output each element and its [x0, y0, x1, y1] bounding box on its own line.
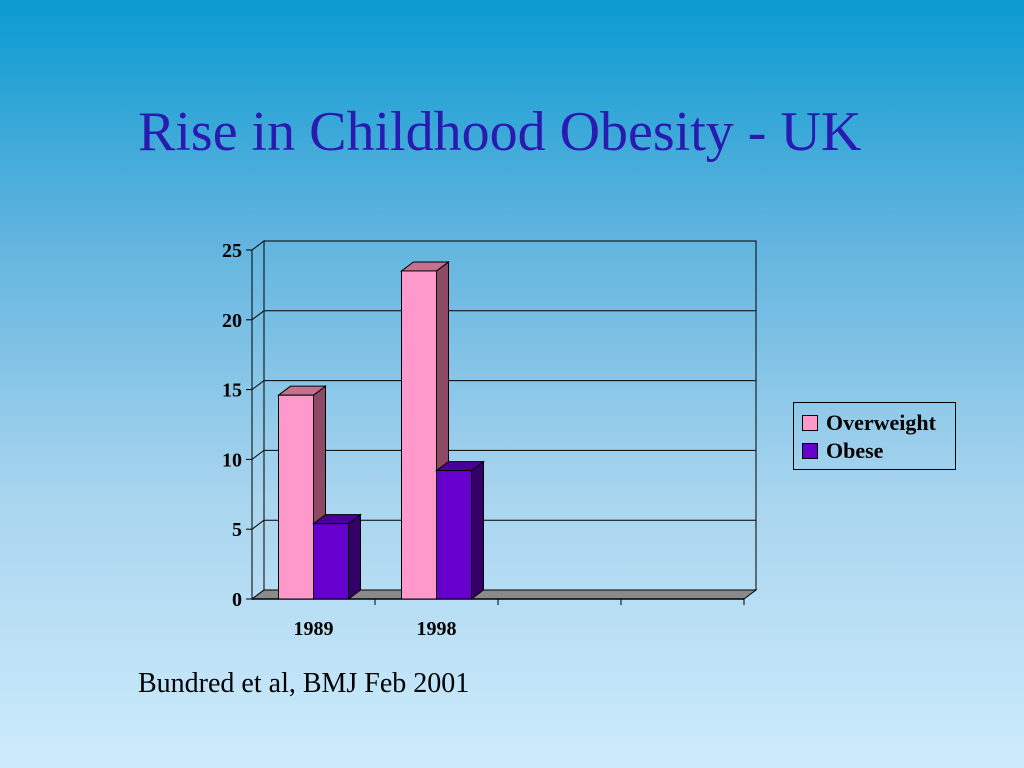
- y-tick-label: 10: [222, 449, 242, 471]
- legend-label-overweight: Overweight: [826, 410, 936, 435]
- y-tick-label: 25: [222, 240, 242, 262]
- obese-bar-1989-front: [313, 523, 349, 600]
- y-tick-labels: 0 5 10 15 20 25: [222, 240, 242, 611]
- y-tick-label: 0: [232, 589, 242, 611]
- obese-bar-1998: [435, 460, 485, 600]
- x-tick-labels: 1989 1998: [294, 618, 457, 640]
- legend-swatch-overweight: [802, 415, 818, 431]
- gridline-side: [251, 519, 265, 530]
- chart-gridlines: [251, 310, 756, 530]
- slide-title: Rise in Childhood Obesity - UK: [138, 101, 862, 163]
- gridline-side: [251, 310, 265, 321]
- legend-swatch-obese: [802, 443, 818, 459]
- overweight-bar-1989: [277, 385, 327, 600]
- x-tick-label-1989: 1989: [294, 618, 334, 640]
- gridline-side: [251, 449, 265, 460]
- chart-legend: Overweight Obese: [793, 402, 956, 470]
- gridline-side: [251, 380, 265, 391]
- y-tick-label: 15: [222, 380, 242, 402]
- overweight-bar-1989-front: [278, 394, 314, 600]
- chart-floor: [250, 589, 758, 605]
- x-tick-label-1998: 1998: [417, 618, 457, 640]
- y-tick-label: 20: [222, 310, 242, 332]
- citation: Bundred et al, BMJ Feb 2001: [138, 668, 470, 699]
- side-wall: [251, 240, 265, 600]
- obese-bar-1998-front: [436, 470, 472, 600]
- obese-bar-1989: [312, 513, 362, 600]
- chart-bars: [277, 260, 485, 600]
- obese-bar-1989-side: [348, 513, 361, 600]
- y-axis: [246, 249, 253, 600]
- overweight-bar-1998-front: [401, 270, 437, 600]
- obese-bar-1998-side: [471, 460, 484, 600]
- legend-item-obese: Obese: [802, 437, 955, 465]
- legend-item-overweight: Overweight: [802, 409, 955, 437]
- y-tick-label: 5: [232, 519, 242, 541]
- legend-label-obese: Obese: [826, 438, 884, 463]
